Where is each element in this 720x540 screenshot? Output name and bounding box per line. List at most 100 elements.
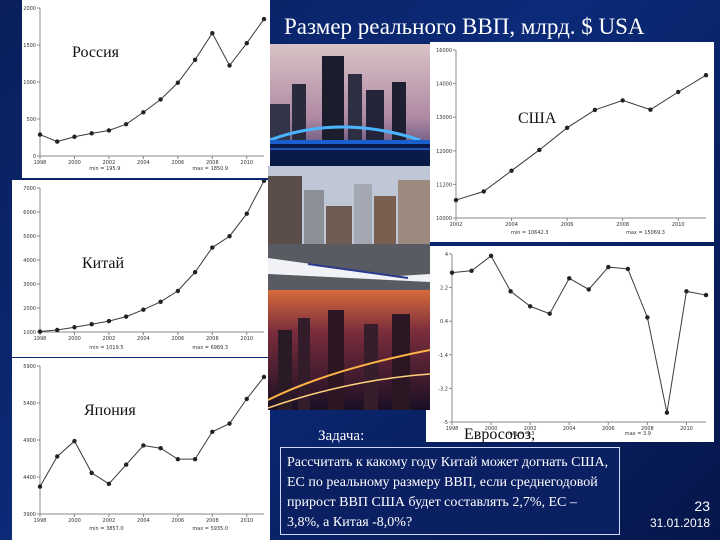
japan-footer-stat: min = 3857.0 (89, 526, 123, 532)
photo-city-train (268, 166, 430, 290)
china-ytick-label: 6000 (23, 210, 36, 216)
china-data-point (106, 318, 112, 324)
chart-panel-usa: 16000 14000 13000 12000 11200 10000 2002 2004 20… (430, 42, 714, 242)
eu-xtick-label: 2004 (563, 426, 576, 432)
russia-data-point (55, 139, 60, 144)
russia-data-point (123, 121, 129, 127)
eu-data-point (449, 270, 455, 275)
task-text: Рассчитать к какому году Китай может дог… (280, 447, 620, 535)
eu-xtick-label: 2000 (485, 426, 498, 432)
slide-date: 31.01.2018 (649, 516, 710, 530)
japan-xtick-label: 2002 (103, 518, 116, 524)
usa-ytick-label: 10000 (436, 216, 452, 222)
china-data-point (72, 325, 77, 330)
russia-data-point (175, 80, 181, 85)
russia-data-point (89, 131, 94, 136)
usa-ytick-label: 12000 (436, 149, 452, 155)
eu-footer-stat: max = 3.9 (625, 431, 651, 437)
eu-axes (451, 254, 706, 423)
russia-ytick-label: 1000 (23, 80, 36, 86)
eu-data-point (664, 410, 670, 415)
usa-xtick-label: 2010 (672, 222, 685, 228)
usa-xtick-label: 2008 (616, 222, 629, 228)
usa-data-point (620, 98, 625, 103)
japan-xtick-label: 1998 (34, 518, 47, 524)
chart-panel-japan: 5900 5400 4900 4400 3900 1998 2000 2002 2004 2006… (12, 358, 270, 540)
eu-series-line (451, 255, 707, 413)
japan-data-point (72, 438, 77, 444)
usa-xtick-label: 2002 (450, 222, 463, 228)
eu-data-point (469, 268, 474, 273)
russia-xtick-label: 2002 (103, 160, 116, 166)
eu-data-point (488, 253, 494, 259)
usa-xtick-label: 2004 (505, 222, 518, 228)
china-data-point (244, 211, 249, 216)
china-xtick-label: 2004 (137, 336, 150, 342)
japan-xtick-label: 2000 (68, 518, 81, 524)
chart-title-japan: Япония (82, 402, 138, 420)
russia-ytick-label: 0 (33, 154, 36, 160)
china-xtick-label: 2008 (206, 336, 219, 342)
usa-data-point (703, 73, 709, 78)
usa-footer-stat: min = 10642.3 (511, 230, 548, 236)
usa-ytick-label: 13000 (436, 115, 452, 121)
japan-ytick-label: 4900 (23, 438, 36, 444)
eu-ytick-label: -5 (443, 420, 448, 426)
eu-data-point (625, 266, 631, 272)
china-data-point (123, 314, 129, 319)
russia-data-point (244, 40, 249, 46)
china-ytick-label: 3000 (23, 282, 36, 288)
usa-data-point (481, 189, 486, 194)
task-label: Задача: (318, 428, 365, 444)
china-data-point (261, 180, 267, 183)
russia-ytick-label: 2000 (23, 6, 36, 12)
eu-data-point (547, 311, 552, 316)
slide-title: Размер реального ВВП, млрд. $ USA (284, 14, 645, 39)
russia-xtick-label: 2006 (171, 160, 184, 166)
russia-axes (39, 8, 264, 157)
japan-data-point (261, 374, 267, 380)
japan-data-point (175, 456, 181, 462)
china-data-point (227, 234, 232, 239)
china-data-point (210, 245, 215, 250)
china-xtick-label: 2002 (103, 336, 116, 342)
china-data-point (192, 269, 198, 275)
japan-data-point (244, 396, 249, 402)
russia-data-point (210, 30, 215, 36)
japan-xtick-label: 2004 (137, 518, 150, 524)
photo-city-night (268, 290, 430, 410)
china-data-point (158, 299, 163, 305)
china-data-point (89, 322, 94, 327)
russia-xtick-label: 2010 (240, 160, 253, 166)
japan-data-point (89, 470, 94, 476)
usa-data-point (592, 107, 598, 113)
chart-title-china: Китай (80, 255, 127, 273)
eu-xtick-label: 2008 (641, 426, 654, 432)
japan-series-line (39, 376, 265, 487)
china-xtick-label: 2000 (68, 336, 81, 342)
japan-data-point (37, 484, 43, 489)
china-footer-stat: min = 1019.5 (89, 345, 123, 351)
usa-data-point (453, 197, 459, 203)
china-xtick-label: 2006 (171, 336, 184, 342)
japan-data-point (106, 481, 112, 487)
china-ytick-label: 1000 (23, 330, 36, 336)
usa-data-point (676, 89, 681, 95)
japan-data-point (55, 454, 60, 459)
russia-data-point (141, 110, 146, 115)
eu-data-point (508, 289, 513, 294)
china-xtick-label: 1998 (34, 336, 47, 342)
eu-data-point (606, 264, 611, 270)
russia-data-point (158, 97, 163, 102)
japan-data-point (141, 443, 146, 448)
eu-data-point (645, 315, 650, 320)
russia-data-point (227, 63, 232, 68)
russia-xtick-label: 1998 (34, 160, 47, 166)
china-ytick-label: 7000 (23, 186, 36, 192)
usa-data-point (564, 125, 570, 131)
eu-xtick-label: 1998 (446, 426, 459, 432)
